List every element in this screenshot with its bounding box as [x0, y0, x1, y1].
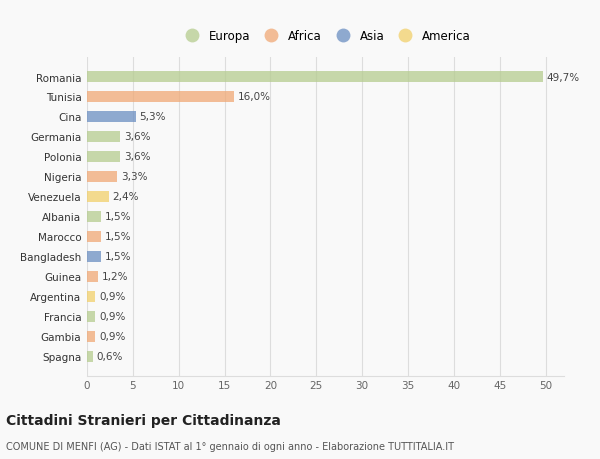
Text: Cittadini Stranieri per Cittadinanza: Cittadini Stranieri per Cittadinanza: [6, 413, 281, 427]
Text: 0,9%: 0,9%: [99, 291, 125, 302]
Bar: [87, 251, 101, 262]
Text: 3,3%: 3,3%: [121, 172, 148, 182]
Text: 1,5%: 1,5%: [104, 232, 131, 242]
Bar: [87, 92, 234, 103]
Text: 0,9%: 0,9%: [99, 312, 125, 321]
Bar: [87, 212, 101, 222]
Bar: [87, 351, 92, 362]
Text: 1,5%: 1,5%: [104, 212, 131, 222]
Bar: [87, 191, 109, 202]
Bar: [87, 132, 120, 143]
Bar: [87, 72, 543, 83]
Text: 16,0%: 16,0%: [238, 92, 271, 102]
Legend: Europa, Africa, Asia, America: Europa, Africa, Asia, America: [176, 25, 475, 47]
Text: 49,7%: 49,7%: [547, 73, 580, 82]
Bar: [87, 172, 117, 183]
Text: 1,5%: 1,5%: [104, 252, 131, 262]
Text: 0,9%: 0,9%: [99, 331, 125, 341]
Text: 2,4%: 2,4%: [113, 192, 139, 202]
Bar: [87, 311, 95, 322]
Text: 5,3%: 5,3%: [139, 112, 166, 122]
Text: COMUNE DI MENFI (AG) - Dati ISTAT al 1° gennaio di ogni anno - Elaborazione TUTT: COMUNE DI MENFI (AG) - Dati ISTAT al 1° …: [6, 441, 454, 451]
Text: 3,6%: 3,6%: [124, 132, 150, 142]
Text: 1,2%: 1,2%: [101, 272, 128, 282]
Bar: [87, 112, 136, 123]
Bar: [87, 271, 98, 282]
Bar: [87, 331, 95, 342]
Text: 0,6%: 0,6%: [96, 352, 122, 361]
Bar: [87, 151, 120, 162]
Bar: [87, 291, 95, 302]
Bar: [87, 231, 101, 242]
Text: 3,6%: 3,6%: [124, 152, 150, 162]
